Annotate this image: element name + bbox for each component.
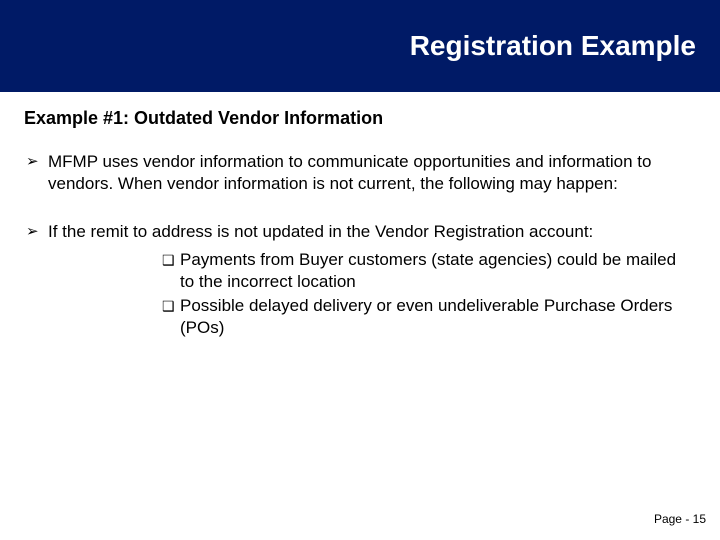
sub-text: Possible delayed delivery or even undeli… [180,295,692,339]
slide-title: Registration Example [410,30,696,62]
chevron-right-icon: ➢ [24,151,48,173]
section-heading: Example #1: Outdated Vendor Information [24,108,692,129]
bullet-text: MFMP uses vendor information to communic… [48,151,692,195]
chevron-right-icon: ➢ [24,221,48,243]
bullet-item: ➢ MFMP uses vendor information to commun… [24,151,692,195]
page-number: Page - 15 [654,512,706,526]
content-area: Example #1: Outdated Vendor Information … [0,92,720,341]
sub-item: ❑ Possible delayed delivery or even unde… [162,295,692,339]
bullet-text: If the remit to address is not updated i… [48,221,593,243]
square-bullet-icon: ❑ [162,249,180,271]
title-bar: Registration Example [0,0,720,92]
sub-text: Payments from Buyer customers (state age… [180,249,692,293]
slide: Registration Example Example #1: Outdate… [0,0,720,540]
sub-list: ❑ Payments from Buyer customers (state a… [162,249,692,341]
sub-item: ❑ Payments from Buyer customers (state a… [162,249,692,293]
square-bullet-icon: ❑ [162,295,180,317]
bullet-item: ➢ If the remit to address is not updated… [24,221,692,341]
